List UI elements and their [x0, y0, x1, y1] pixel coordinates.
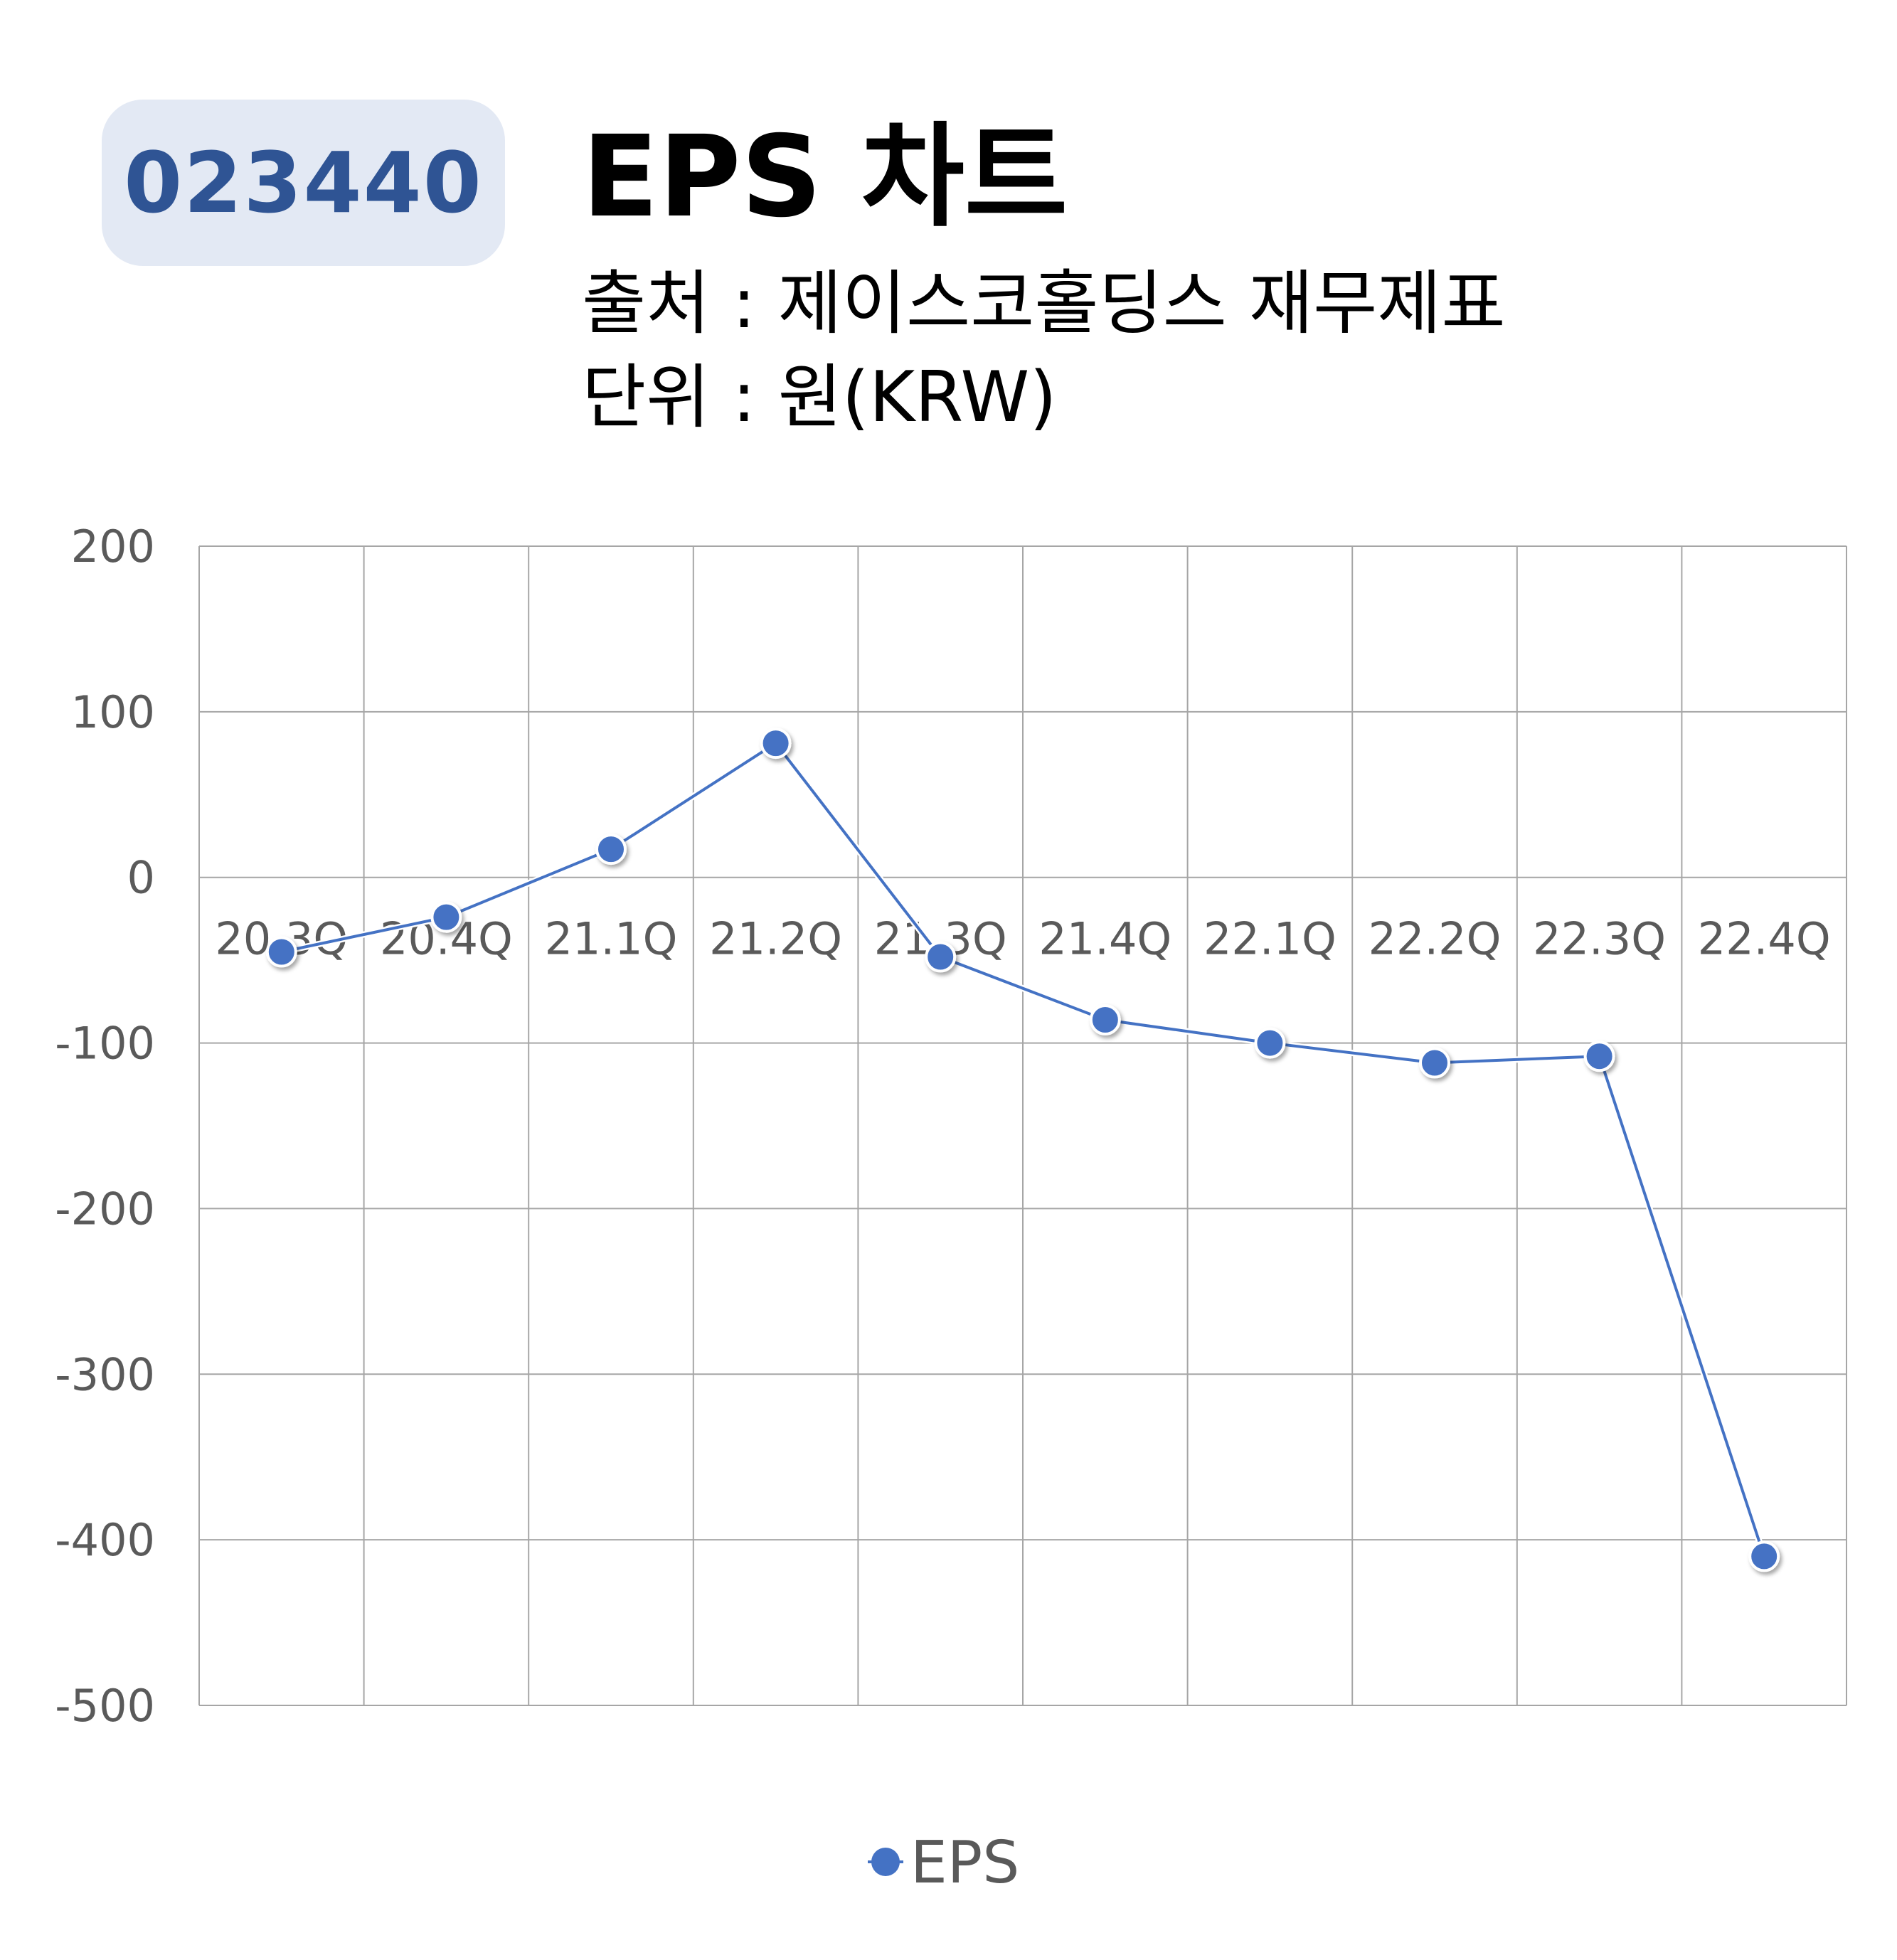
- y-tick-label: -100: [55, 1018, 155, 1070]
- y-tick-label: -300: [55, 1348, 155, 1400]
- stock-code-badge: 023440: [102, 100, 505, 266]
- x-tick-label: 22.1Q: [1203, 913, 1337, 965]
- data-point: [1583, 1040, 1615, 1072]
- x-tick-label: 22.4Q: [1698, 913, 1831, 965]
- data-point: [925, 941, 957, 973]
- y-tick-label: -200: [55, 1183, 155, 1235]
- x-tick-label: 21.2Q: [709, 913, 842, 965]
- data-point: [1748, 1540, 1780, 1572]
- y-tick-label: 100: [71, 686, 155, 738]
- data-point: [760, 728, 792, 760]
- y-tick-label: 0: [127, 852, 155, 904]
- series-eps: [265, 728, 1780, 1572]
- stock-code: 023440: [124, 134, 483, 232]
- data-point: [430, 901, 462, 933]
- legend-marker: [871, 1848, 900, 1876]
- y-tick-label: -500: [55, 1680, 155, 1732]
- data-point: [595, 833, 627, 866]
- unit-text: 단위 : 원(KRW): [582, 357, 1057, 438]
- legend: EPS: [868, 1829, 1019, 1897]
- x-tick-label: 21.4Q: [1038, 913, 1171, 965]
- grid: [198, 545, 1847, 1706]
- y-tick-label: -400: [55, 1514, 155, 1566]
- data-point: [1089, 1003, 1121, 1035]
- x-tick-label: 22.3Q: [1533, 913, 1666, 965]
- series-line: [281, 742, 1766, 1557]
- data-point: [265, 936, 297, 968]
- source-text: 출처 : 제이스코홀딩스 재무제표: [582, 263, 1506, 344]
- chart-title: EPS 차트: [582, 112, 1068, 243]
- x-axis-ticks: 20.3Q20.4Q21.1Q21.2Q21.3Q21.4Q22.1Q22.2Q…: [215, 913, 1830, 965]
- data-point: [1419, 1047, 1450, 1079]
- legend-label: EPS: [910, 1829, 1019, 1897]
- x-tick-label: 21.1Q: [545, 913, 678, 965]
- data-point: [1254, 1027, 1286, 1059]
- y-tick-label: 200: [71, 521, 155, 572]
- y-axis-ticks: 200 100 0 -100 -200 -300 -400 -500: [55, 521, 155, 1732]
- x-tick-label: 22.2Q: [1369, 913, 1502, 965]
